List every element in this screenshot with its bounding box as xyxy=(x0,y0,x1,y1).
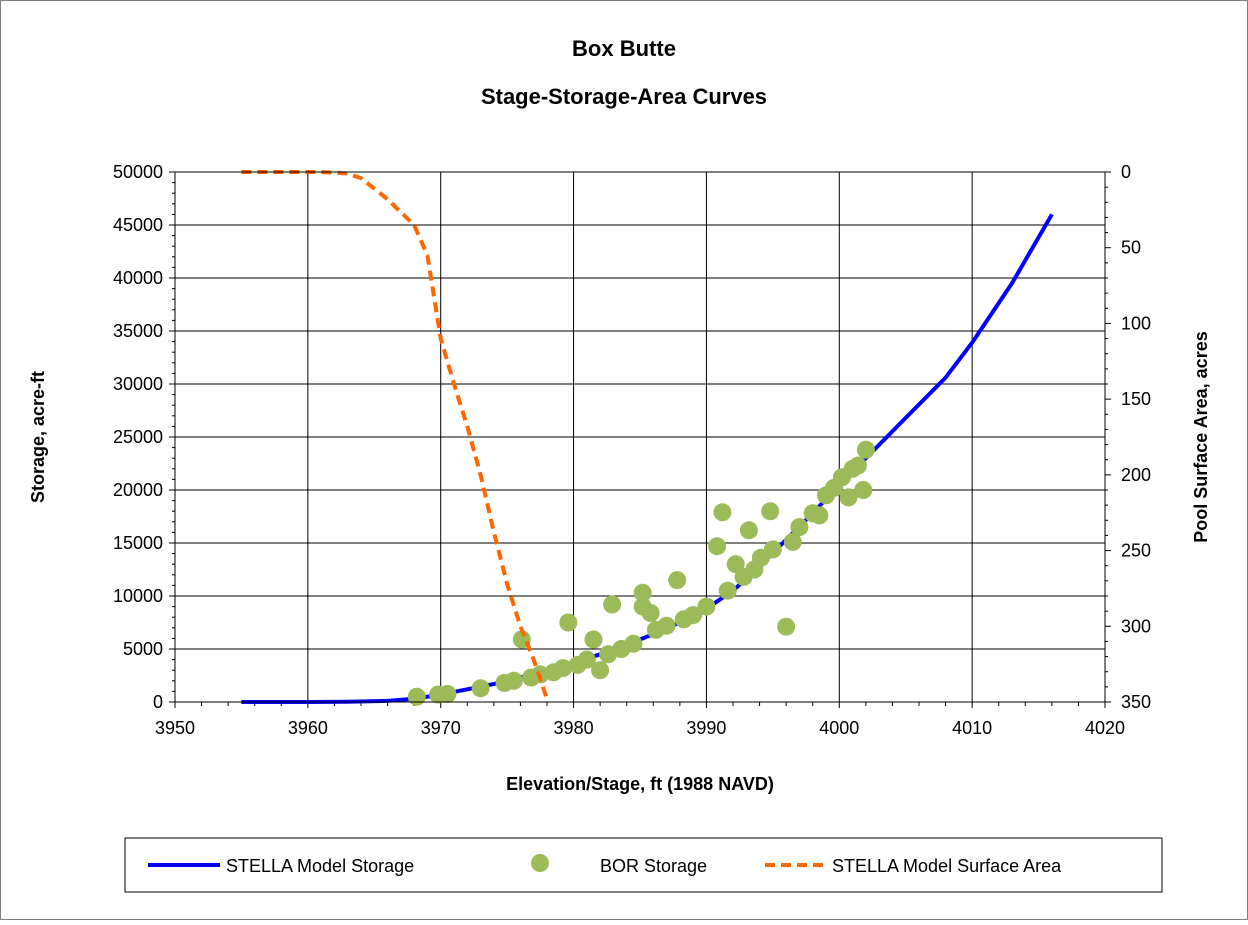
y2-tick-label: 0 xyxy=(1121,162,1131,182)
y-tick-label: 15000 xyxy=(113,533,163,553)
bor-storage-point xyxy=(713,503,732,522)
y2-tick-label: 350 xyxy=(1121,692,1151,712)
bor-storage-point xyxy=(668,571,687,590)
chart-subtitle: Stage-Storage-Area Curves xyxy=(481,84,767,109)
bor-storage-point xyxy=(856,440,875,459)
chart-title: Box Butte xyxy=(572,36,676,61)
y2-tick-label: 300 xyxy=(1121,616,1151,636)
series-layer xyxy=(241,170,1054,706)
y2-tick-label: 150 xyxy=(1121,389,1151,409)
x-tick-label: 3990 xyxy=(686,718,726,738)
legend-box xyxy=(124,837,1163,893)
bor-storage-point xyxy=(603,595,622,614)
y-tick-labels: 0 5000 10000 15000 20000 25000 30000 35000 40000… xyxy=(113,162,163,712)
y-tick-label: 50000 xyxy=(113,162,163,182)
legend-label-stella-storage: STELLA Model Storage xyxy=(226,856,414,876)
bor-storage-point xyxy=(790,518,809,537)
bor-storage-point xyxy=(471,679,490,698)
y2-tick-label: 100 xyxy=(1121,313,1151,333)
bor-storage-point xyxy=(761,502,780,521)
plot-area-border xyxy=(174,171,1106,703)
bor-storage-point xyxy=(854,481,873,499)
bor-storage-point xyxy=(708,537,727,556)
bor-storage-point xyxy=(739,521,758,540)
bor-storage-point xyxy=(553,659,572,678)
y2-axis-label: Pool Surface Area, acres xyxy=(1191,331,1211,542)
bor-storage-point xyxy=(839,488,858,507)
y-axis-label: Storage, acre-ft xyxy=(28,371,48,503)
legend: STELLA Model Storage BOR Storage STELLA … xyxy=(124,837,1163,893)
bor-storage-point xyxy=(559,613,578,632)
series-line-stella-surface-area xyxy=(241,170,549,700)
bor-storage-point xyxy=(718,581,737,600)
bor-storage-point xyxy=(624,634,643,653)
y-tick-label: 10000 xyxy=(113,586,163,606)
bor-storage-point xyxy=(848,456,867,475)
x-tick-label: 4020 xyxy=(1085,718,1125,738)
bor-storage-point xyxy=(697,597,716,616)
y-tick-label: 30000 xyxy=(113,374,163,394)
x-tick-label: 4000 xyxy=(819,718,859,738)
bor-storage-point xyxy=(783,532,802,551)
gridlines xyxy=(175,172,1105,702)
y-tick-label: 5000 xyxy=(123,639,163,659)
y-tick-label: 45000 xyxy=(113,215,163,235)
y-tick-label: 40000 xyxy=(113,268,163,288)
bor-storage-point xyxy=(641,604,660,622)
y-tick-label: 25000 xyxy=(113,427,163,447)
y-tick-label: 20000 xyxy=(113,480,163,500)
y2-tick-label: 50 xyxy=(1121,238,1141,258)
y2-tick-label: 200 xyxy=(1121,465,1151,485)
bor-storage-point xyxy=(763,540,782,559)
y2-tick-labels: 350 300 250 200 150 100 50 0 xyxy=(1121,162,1151,712)
bor-storage-point xyxy=(657,616,676,635)
y2-tick-label: 250 xyxy=(1121,541,1151,561)
y-tick-label: 0 xyxy=(153,692,163,712)
x-tick-label: 4010 xyxy=(952,718,992,738)
y-tick-label: 35000 xyxy=(113,321,163,341)
legend-label-stella-area: STELLA Model Surface Area xyxy=(832,856,1062,876)
bor-storage-point xyxy=(504,671,523,690)
bor-storage-point xyxy=(777,617,796,636)
x-tick-label: 3950 xyxy=(155,718,195,738)
bor-storage-point xyxy=(584,630,603,649)
x-tick-label: 3970 xyxy=(421,718,461,738)
bor-storage-point xyxy=(407,687,426,706)
bor-storage-point xyxy=(684,606,703,625)
bor-storage-point xyxy=(591,661,610,680)
x-axis-label: Elevation/Stage, ft (1988 NAVD) xyxy=(506,774,774,794)
legend-label-bor-storage: BOR Storage xyxy=(600,856,707,876)
x-tick-labels: 3950 3960 3970 3980 3990 4000 4010 4020 xyxy=(155,718,1125,738)
x-tick-label: 3960 xyxy=(288,718,328,738)
bor-storage-point xyxy=(633,583,652,602)
bor-storage-point xyxy=(438,685,457,703)
legend-swatch-bor-storage xyxy=(531,854,549,872)
x-tick-label: 3980 xyxy=(554,718,594,738)
bor-storage-point xyxy=(810,506,829,525)
bor-storage-point xyxy=(577,650,596,669)
